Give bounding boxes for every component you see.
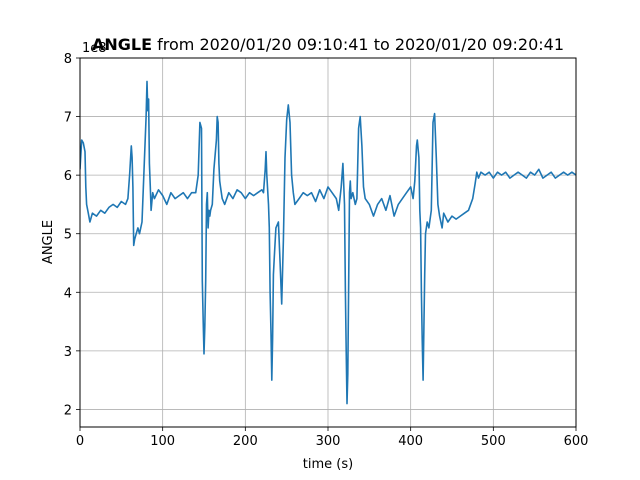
axis-ticks: 0 100 200 300 400 500 600 2 3 4 5 6 7 8 — [64, 52, 589, 449]
x-tick-label: 600 — [564, 434, 589, 449]
y-tick-label: 5 — [64, 228, 72, 243]
y-axis-label: ANGLE — [41, 220, 56, 264]
x-tick-label: 0 — [76, 434, 84, 449]
y-tick-label: 8 — [64, 52, 72, 67]
chart-title-rest: from 2020/01/20 09:10:41 to 2020/01/20 0… — [152, 35, 564, 54]
chart-title-bold: ANGLE — [92, 35, 152, 54]
y-tick-label: 4 — [64, 286, 72, 301]
y-tick-label: 2 — [64, 403, 72, 418]
x-tick-label: 500 — [481, 434, 506, 449]
series-line-angle — [80, 80, 576, 405]
x-tick-label: 100 — [150, 434, 175, 449]
y-tick-label: 3 — [64, 345, 72, 360]
chart-title: ANGLE from 2020/01/20 09:10:41 to 2020/0… — [92, 35, 564, 54]
y-tick-label: 7 — [64, 111, 72, 126]
x-tick-label: 300 — [316, 434, 341, 449]
x-tick-label: 200 — [233, 434, 258, 449]
y-tick-label: 6 — [64, 169, 72, 184]
plot-area — [80, 80, 576, 405]
y-offset-label: 1e8 — [82, 41, 107, 56]
x-tick-label: 400 — [398, 434, 423, 449]
x-axis-label: time (s) — [303, 457, 353, 472]
